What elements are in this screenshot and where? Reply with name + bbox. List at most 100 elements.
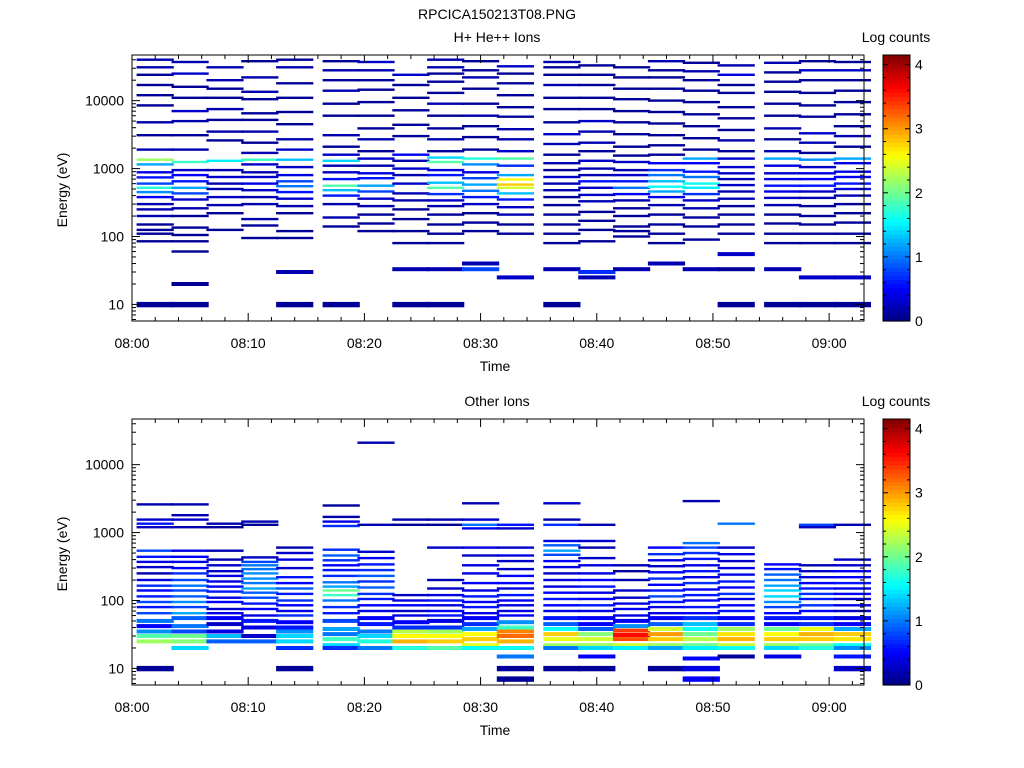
heatmap-cell bbox=[798, 165, 837, 169]
heatmap-cell bbox=[543, 578, 581, 582]
heatmap-cell bbox=[647, 559, 686, 562]
heatmap-cell bbox=[578, 564, 616, 567]
heatmap-cell bbox=[171, 549, 209, 552]
heatmap-cell bbox=[682, 551, 720, 555]
heatmap-cell bbox=[578, 228, 616, 232]
heatmap-cell bbox=[322, 194, 360, 197]
heatmap-cell bbox=[276, 665, 314, 672]
heatmap-cell bbox=[276, 566, 314, 570]
heatmap-cell bbox=[543, 267, 581, 272]
heatmap-cell bbox=[136, 634, 174, 638]
heatmap-cell bbox=[613, 154, 651, 157]
heatmap-cell bbox=[613, 614, 651, 617]
heatmap-cell bbox=[427, 72, 465, 75]
heatmap-cell bbox=[496, 115, 534, 118]
colorbar-segment bbox=[883, 506, 910, 512]
heatmap-cell bbox=[798, 69, 837, 72]
heatmap-cell bbox=[276, 614, 314, 617]
heatmap-cell bbox=[427, 150, 465, 153]
colorbar-segment bbox=[883, 535, 910, 541]
heatmap-cell bbox=[427, 518, 465, 521]
heatmap-cell bbox=[543, 591, 581, 594]
heatmap-cell bbox=[543, 121, 581, 124]
heatmap-cell bbox=[322, 69, 360, 72]
heatmap-cell bbox=[543, 107, 581, 111]
heatmap-cell bbox=[543, 195, 581, 199]
heatmap-cell bbox=[496, 82, 534, 85]
heatmap-cell bbox=[613, 267, 651, 272]
heatmap-cell bbox=[764, 80, 802, 83]
heatmap-cell bbox=[764, 190, 802, 193]
heatmap-cell bbox=[171, 572, 209, 575]
heatmap-cell bbox=[578, 130, 616, 133]
heatmap-cell bbox=[462, 171, 500, 174]
heatmap-cell bbox=[171, 624, 209, 629]
heatmap-cell bbox=[717, 213, 755, 216]
colorbar-segment bbox=[883, 601, 910, 607]
heatmap-cell bbox=[764, 90, 802, 93]
heatmap-cell bbox=[717, 616, 755, 621]
heatmap-cell bbox=[578, 556, 616, 560]
heatmap-cell bbox=[647, 153, 686, 156]
colorbar-segment bbox=[883, 183, 910, 189]
heatmap-cell bbox=[833, 134, 871, 138]
heatmap-cell bbox=[578, 572, 616, 575]
heatmap-cell bbox=[322, 585, 360, 588]
heatmap-cell bbox=[171, 96, 209, 99]
heatmap-cell bbox=[392, 73, 430, 76]
heatmap-cell bbox=[206, 195, 244, 199]
heatmap-cell bbox=[647, 646, 686, 650]
heatmap-cell bbox=[241, 634, 279, 638]
heatmap-cell bbox=[682, 541, 720, 545]
colorbar-segment bbox=[883, 146, 910, 152]
heatmap-cell bbox=[462, 114, 500, 117]
heatmap-cell bbox=[136, 639, 174, 644]
heatmap-cell bbox=[206, 107, 244, 111]
heatmap-cell bbox=[322, 574, 360, 578]
heatmap-cell bbox=[682, 627, 720, 631]
heatmap-cell bbox=[543, 241, 581, 245]
heatmap-cell bbox=[322, 153, 360, 156]
heatmap-cell bbox=[136, 158, 174, 161]
heatmap-cell bbox=[717, 183, 755, 187]
heatmap-cell bbox=[136, 549, 174, 552]
heatmap-cell bbox=[682, 676, 720, 682]
colorbar-tick-label: 3 bbox=[915, 121, 923, 137]
colorbar-segment bbox=[883, 606, 910, 611]
heatmap-cell bbox=[717, 586, 755, 589]
heatmap-cell bbox=[578, 159, 616, 162]
heatmap-cell bbox=[833, 570, 871, 573]
heatmap-cell bbox=[322, 184, 360, 187]
x-tick-label: 08:20 bbox=[347, 335, 382, 351]
heatmap-cell bbox=[496, 654, 534, 659]
colorbar-tick-label: 3 bbox=[915, 485, 923, 501]
heatmap-cell bbox=[717, 252, 755, 257]
heatmap-cell bbox=[543, 232, 581, 235]
colorbar-segment bbox=[883, 266, 910, 272]
heatmap-cell bbox=[427, 102, 465, 105]
heatmap-cell bbox=[764, 612, 802, 615]
heatmap-cell bbox=[613, 173, 651, 177]
heatmap-cell bbox=[322, 646, 360, 650]
heatmap-cell bbox=[322, 189, 360, 192]
heatmap-cell bbox=[357, 88, 395, 91]
heatmap-cell bbox=[322, 643, 360, 648]
colorbar-segment bbox=[883, 610, 910, 615]
heatmap-cell bbox=[357, 69, 395, 72]
heatmap-cell bbox=[136, 572, 174, 575]
heatmap-cell bbox=[206, 622, 244, 627]
heatmap-cell bbox=[496, 150, 534, 153]
heatmap-cell bbox=[578, 646, 616, 650]
heatmap-cell bbox=[241, 607, 279, 611]
heatmap-cell bbox=[241, 587, 279, 590]
heatmap-cell bbox=[276, 96, 314, 99]
heatmap-cell bbox=[241, 130, 279, 133]
heatmap-cell bbox=[427, 204, 465, 208]
heatmap-cell bbox=[578, 210, 616, 214]
heatmap-cell bbox=[613, 186, 651, 189]
heatmap-cell bbox=[136, 584, 174, 587]
heatmap-cell bbox=[833, 558, 871, 561]
heatmap-cell bbox=[543, 153, 581, 156]
heatmap-cell bbox=[171, 233, 209, 237]
heatmap-cell bbox=[578, 186, 616, 189]
